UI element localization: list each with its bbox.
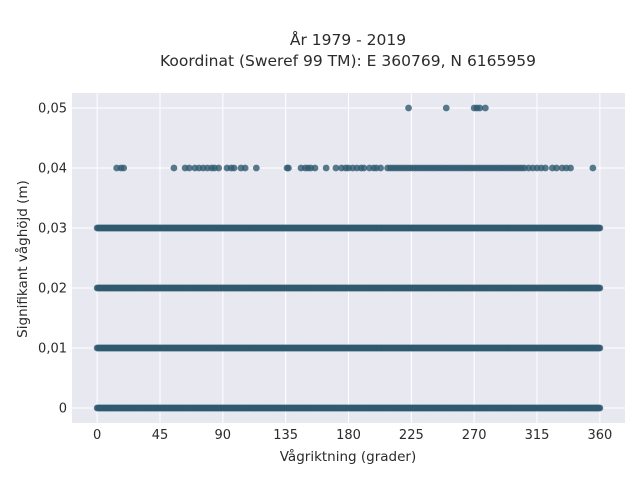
data-point: [360, 164, 368, 172]
y-tick-label: 0: [59, 402, 67, 417]
data-point: [311, 164, 319, 172]
data-point: [481, 104, 489, 112]
data-point: [377, 164, 385, 172]
x-tick-label: 90: [215, 428, 232, 443]
data-point: [553, 164, 560, 172]
data-points: [93, 104, 604, 412]
data-point: [596, 284, 604, 292]
y-tick-label: 0,05: [38, 102, 67, 117]
data-point: [252, 164, 260, 172]
data-point: [542, 164, 549, 172]
data-point: [185, 164, 193, 172]
x-tick-label: 135: [273, 428, 298, 443]
y-tick-labels: 0 0,01 0,02 0,03 0,04 0,05: [38, 102, 67, 417]
data-point: [230, 164, 238, 172]
x-tick-label: 270: [462, 428, 487, 443]
data-point: [567, 164, 574, 172]
y-axis-label: Signifikant våghöjd (m): [14, 180, 31, 338]
x-axis-label: Vågriktning (grader): [280, 448, 417, 465]
data-point: [589, 164, 597, 172]
y-tick-label: 0,02: [38, 282, 67, 297]
x-tick-label: 225: [399, 428, 424, 443]
y-tick-label: 0,04: [38, 162, 67, 177]
chart-title-line-1: År 1979 - 2019: [290, 30, 406, 49]
data-point: [596, 404, 604, 412]
y-tick-label: 0,01: [38, 342, 67, 357]
data-point: [596, 344, 604, 352]
data-point: [215, 164, 223, 172]
data-point: [332, 164, 340, 172]
x-tick-label: 0: [93, 428, 101, 443]
x-tick-labels: 0 45 90 135 180 225 270 315 360: [93, 428, 612, 443]
x-tick-label: 315: [525, 428, 550, 443]
data-point: [241, 164, 249, 172]
data-point: [170, 164, 178, 172]
chart-title-line-2: Koordinat (Sweref 99 TM): E 360769, N 61…: [160, 52, 536, 70]
data-point: [285, 164, 292, 172]
data-point: [476, 104, 484, 112]
data-point: [405, 104, 412, 112]
data-point: [322, 164, 330, 172]
x-tick-label: 45: [152, 428, 169, 443]
x-tick-label: 360: [587, 428, 612, 443]
data-point: [442, 104, 450, 112]
data-point: [120, 164, 128, 172]
x-tick-label: 180: [336, 428, 361, 443]
data-point: [596, 224, 604, 232]
y-tick-label: 0,03: [38, 222, 67, 237]
